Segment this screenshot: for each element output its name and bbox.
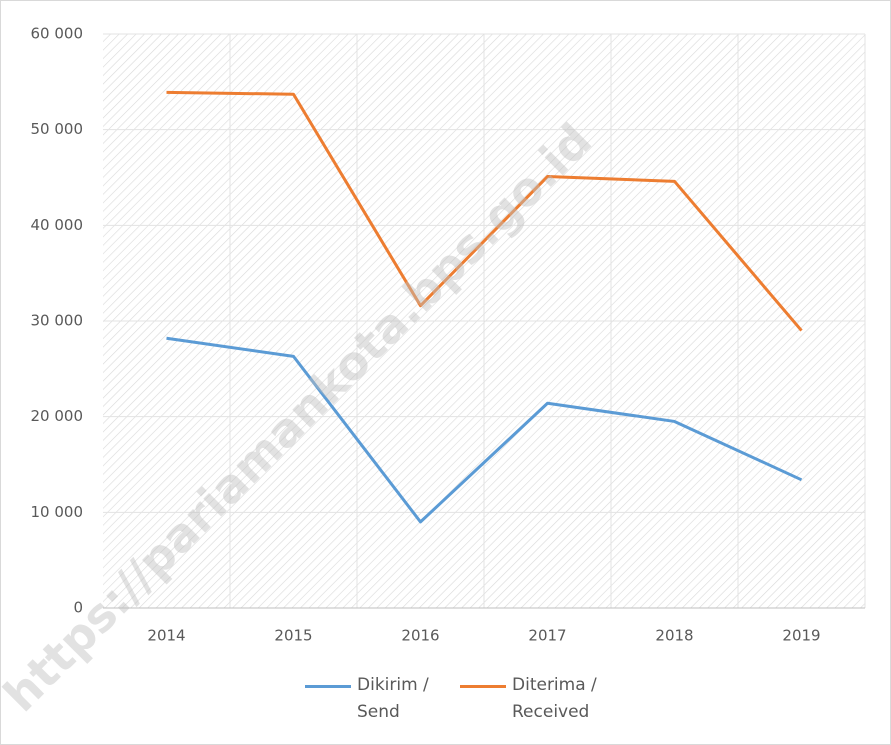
x-tick-label: 2014 <box>147 627 185 645</box>
y-tick-label: 50 000 <box>31 120 84 138</box>
legend-label: Dikirim / Send <box>357 675 429 722</box>
legend-swatch <box>305 685 351 688</box>
legend-label: Diterima / Received <box>512 675 597 722</box>
x-tick-label: 2016 <box>401 627 439 645</box>
y-tick-label: 0 <box>73 599 83 617</box>
legend-item: Diterima / Received <box>460 672 604 726</box>
y-tick-label: 60 000 <box>31 25 84 43</box>
y-tick-label: 10 000 <box>31 503 84 521</box>
y-tick-label: 40 000 <box>31 216 84 234</box>
y-tick-label: 30 000 <box>31 312 84 330</box>
x-tick-label: 2017 <box>528 627 566 645</box>
x-tick-label: 2019 <box>782 627 820 645</box>
y-tick-label: 20 000 <box>31 407 84 425</box>
x-tick-label: 2015 <box>274 627 312 645</box>
legend-item: Dikirim / Send <box>305 672 449 726</box>
series-line <box>166 90 803 332</box>
legend-swatch <box>460 685 506 688</box>
series-line <box>166 336 803 524</box>
x-tick-label: 2018 <box>655 627 693 645</box>
